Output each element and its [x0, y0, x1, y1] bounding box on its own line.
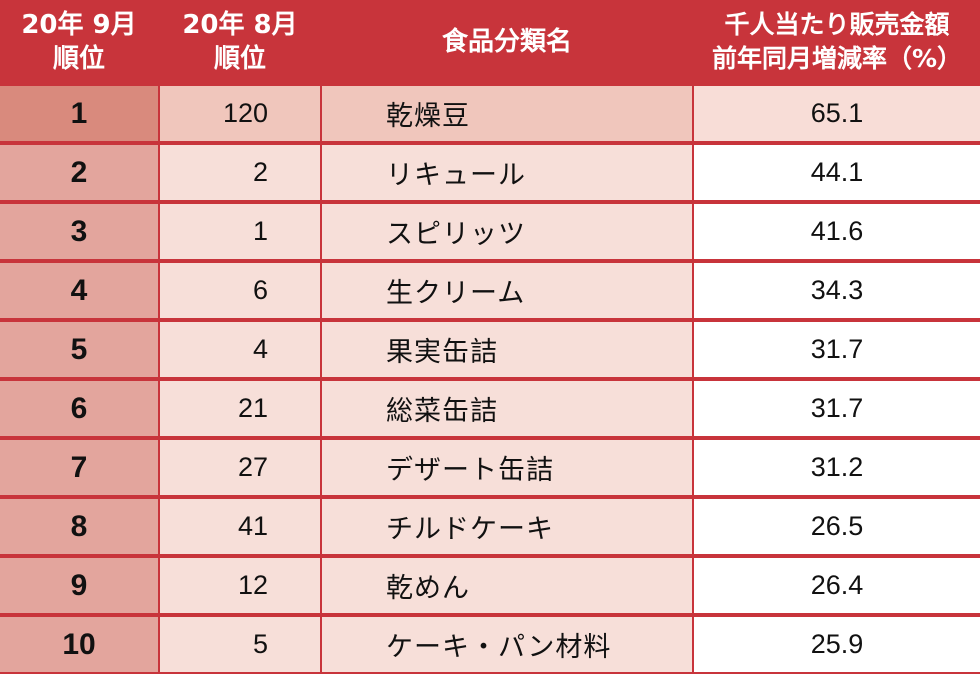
- rank-cell: 3: [0, 204, 158, 259]
- table-row: 1 120 乾燥豆 65.1: [0, 86, 980, 141]
- table-row: 9 12 乾めん 26.4: [0, 558, 980, 613]
- rank-cell: 6: [0, 381, 158, 436]
- previous-rank-cell: 6: [160, 263, 320, 318]
- table-row: 7 27 デザート缶詰 31.2: [0, 440, 980, 495]
- change-rate-cell: 25.9: [694, 617, 980, 672]
- table-row: 6 21 総菜缶詰 31.7: [0, 381, 980, 436]
- table-row: 10 5 ケーキ・パン材料 25.9: [0, 617, 980, 672]
- change-rate-cell: 26.4: [694, 558, 980, 613]
- change-rate-cell: 41.6: [694, 204, 980, 259]
- table-row: 5 4 果実缶詰 31.7: [0, 322, 980, 377]
- change-rate-cell: 26.5: [694, 499, 980, 554]
- change-rate-cell: 31.2: [694, 440, 980, 495]
- category-name-cell: スピリッツ: [322, 204, 692, 259]
- change-rate-cell: 44.1: [694, 145, 980, 200]
- rank-cell: 2: [0, 145, 158, 200]
- rank-cell: 10: [0, 617, 158, 672]
- previous-rank-cell: 1: [160, 204, 320, 259]
- header-rank-previous: 20年 8月 順位: [182, 10, 298, 74]
- previous-rank-cell: 27: [160, 440, 320, 495]
- category-name-cell: 生クリーム: [322, 263, 692, 318]
- table-row: 8 41 チルドケーキ 26.5: [0, 499, 980, 554]
- category-name-cell: リキュール: [322, 145, 692, 200]
- previous-rank-cell: 120: [160, 86, 320, 141]
- previous-rank-cell: 21: [160, 381, 320, 436]
- change-rate-cell: 31.7: [694, 381, 980, 436]
- change-rate-cell: 65.1: [694, 86, 980, 141]
- category-name-cell: デザート缶詰: [322, 440, 692, 495]
- category-name-cell: 乾燥豆: [322, 86, 692, 141]
- rank-cell: 4: [0, 263, 158, 318]
- previous-rank-cell: 4: [160, 322, 320, 377]
- rank-cell: 1: [0, 86, 158, 141]
- table-row: 3 1 スピリッツ 41.6: [0, 204, 980, 259]
- header-sales-change-rate: 千人当たり販売金額 前年同月増減率（%）: [711, 10, 963, 73]
- previous-rank-cell: 41: [160, 499, 320, 554]
- table-header: 20年 9月 順位 20年 8月 順位 食品分類名 千人当たり販売金額 前年同月…: [0, 0, 980, 84]
- header-rank-current: 20年 9月 順位: [21, 10, 137, 74]
- rank-cell: 9: [0, 558, 158, 613]
- rank-cell: 5: [0, 322, 158, 377]
- change-rate-cell: 34.3: [694, 263, 980, 318]
- previous-rank-cell: 12: [160, 558, 320, 613]
- category-name-cell: 乾めん: [322, 558, 692, 613]
- rank-cell: 7: [0, 440, 158, 495]
- table-row: 4 6 生クリーム 34.3: [0, 263, 980, 318]
- change-rate-cell: 31.7: [694, 322, 980, 377]
- category-name-cell: 総菜缶詰: [322, 381, 692, 436]
- previous-rank-cell: 5: [160, 617, 320, 672]
- category-name-cell: 果実缶詰: [322, 322, 692, 377]
- header-food-category: 食品分類名: [441, 27, 572, 57]
- previous-rank-cell: 2: [160, 145, 320, 200]
- category-name-cell: ケーキ・パン材料: [322, 617, 692, 672]
- category-name-cell: チルドケーキ: [322, 499, 692, 554]
- rank-cell: 8: [0, 499, 158, 554]
- table-row: 2 2 リキュール 44.1: [0, 145, 980, 200]
